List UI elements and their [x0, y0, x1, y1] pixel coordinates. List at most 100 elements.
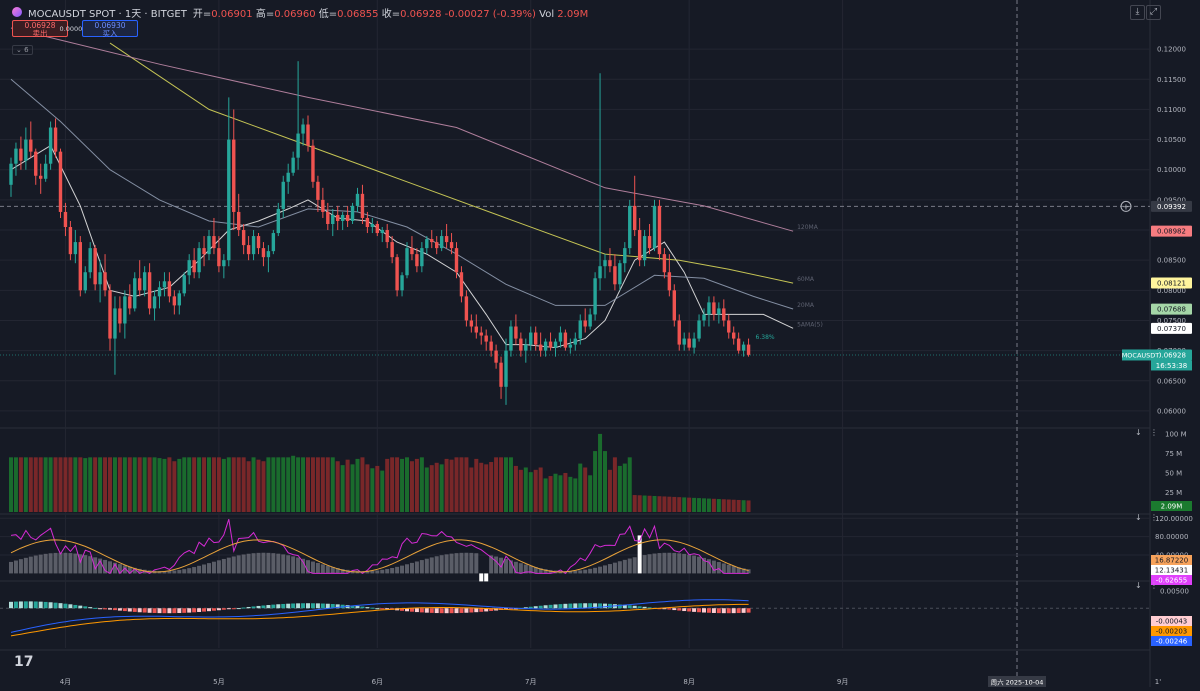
volume-bar [108, 457, 112, 512]
macd-histogram-bar [98, 608, 103, 610]
volume-bar [573, 478, 578, 512]
macd-histogram-bar [266, 605, 271, 609]
spread-value: 0.00002 [59, 25, 87, 33]
macd-histogram-bar [409, 608, 414, 612]
macd-histogram-bar [489, 608, 494, 611]
volume-bar [93, 457, 98, 512]
volume-bar [434, 462, 439, 512]
osc-bar [48, 553, 53, 574]
volume-bar [499, 457, 504, 512]
time-tick-label: 1' [1155, 678, 1161, 686]
moving-average-label: 120MA [797, 224, 819, 231]
macd-histogram-bar [197, 608, 202, 612]
osc-bar [612, 562, 617, 574]
candle-body [741, 344, 746, 351]
osc-bar [454, 553, 459, 574]
macd-histogram-bar [276, 604, 281, 609]
candle-body [637, 230, 642, 261]
candle-body [667, 272, 672, 291]
osc-bar [28, 556, 33, 574]
volume-bar [271, 457, 276, 512]
price-tick-label: 0.07500 [1157, 317, 1186, 325]
macd-histogram-bar [325, 603, 330, 609]
volume-bar [489, 462, 494, 512]
indicator-toggle[interactable]: ⌄ 6 [12, 45, 33, 55]
macd-histogram-bar [721, 608, 726, 614]
osc-bar [647, 554, 652, 574]
volume-bar [647, 495, 652, 512]
macd-histogram-bar [13, 601, 18, 609]
osc-bar [518, 563, 523, 574]
candle-body [88, 248, 92, 273]
candle-body [598, 266, 602, 279]
buy-button[interactable]: 0.06930 买入 [82, 20, 138, 38]
osc-bar [172, 570, 177, 574]
volume-bar [216, 457, 221, 512]
macd-histogram-bar [211, 608, 216, 611]
macd-histogram-bar [603, 603, 607, 609]
candle-body [573, 338, 577, 345]
crosshair-date-tag [988, 676, 1046, 687]
osc-bar [33, 555, 38, 574]
candle-body [48, 127, 53, 164]
macd-histogram-bar [306, 603, 310, 609]
candle-body [192, 260, 196, 273]
price-tick-label: 0.09500 [1157, 196, 1186, 204]
download-icon[interactable]: ⤓ [1130, 5, 1145, 20]
candle-body [251, 236, 256, 255]
osc-bar [588, 568, 593, 574]
time-tick-label: 4月 [60, 678, 71, 686]
osc-bar [702, 557, 706, 574]
candle-body [395, 257, 399, 291]
candle-body [162, 281, 167, 288]
candle-body [662, 254, 667, 273]
volume-bar [518, 469, 523, 512]
macd-value-tag [1151, 636, 1192, 646]
percent-annotation: 6.38% [756, 334, 775, 341]
macd-histogram-bar [583, 603, 588, 609]
volume-bar [474, 458, 479, 512]
price-tick-label: 0.06000 [1157, 407, 1186, 415]
osc-bar [434, 556, 439, 574]
candle-body [534, 332, 538, 345]
macd-signal-line [10, 603, 749, 637]
volume-bar [642, 495, 647, 512]
price-tick-label: 0.06500 [1157, 377, 1186, 385]
candle-body [647, 236, 652, 249]
volume-bar [494, 457, 499, 512]
volume-bar [241, 457, 246, 512]
fullscreen-icon[interactable]: ⤢ [1146, 5, 1161, 20]
osc-bar [721, 563, 726, 574]
sell-button[interactable]: 0.06928 卖出 [12, 20, 68, 38]
candle-body [736, 338, 741, 351]
moving-average-label: 5AMA(5) [797, 321, 823, 328]
candle-body [232, 139, 236, 212]
macd-histogram-bar [330, 604, 335, 609]
osc-bar [340, 569, 345, 574]
moving-average-label: 20MA [797, 302, 815, 309]
candle-body [246, 245, 251, 255]
macd-histogram-bar [424, 608, 429, 613]
collapse-arrow-icon: ↓ [1135, 581, 1142, 590]
macd-histogram-bar [296, 603, 301, 609]
volume-bar [444, 458, 449, 512]
candle-body [593, 278, 597, 315]
candle-body [138, 278, 142, 291]
macd-histogram-bar [533, 606, 538, 609]
osc-bar [182, 569, 187, 574]
symbol-title[interactable]: MOCAUSDT SPOT · 1天 · BITGET [28, 8, 187, 20]
osc-bar [622, 559, 627, 574]
volume-bar [558, 475, 563, 512]
tradingview-logo: 17 [14, 654, 34, 670]
price-axis-tag [1151, 225, 1192, 237]
candle-body [603, 260, 607, 267]
candle-body [430, 239, 434, 243]
macd-histogram-bar [350, 605, 355, 609]
macd-histogram-bar [33, 601, 38, 609]
chart-header: MOCAUSDT SPOT · 1天 · BITGET 开=0.06901 高=… [12, 4, 588, 20]
time-tick-label: 8月 [683, 678, 694, 686]
macd-histogram-bar [736, 608, 741, 614]
volume-bar [48, 457, 53, 512]
